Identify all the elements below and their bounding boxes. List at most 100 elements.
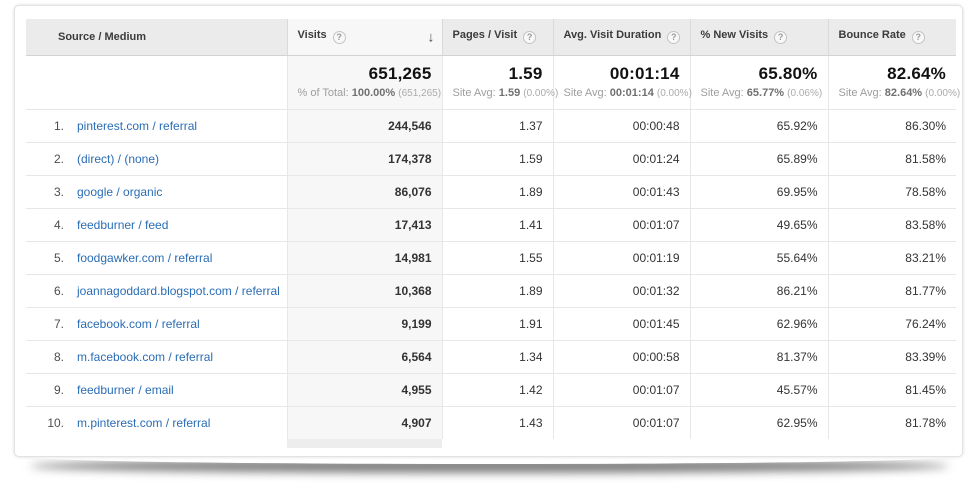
help-icon[interactable]: ? xyxy=(523,31,537,45)
bounce-rate-cell: 83.21% xyxy=(827,240,956,274)
sort-descending-icon[interactable]: ↓ xyxy=(427,28,435,45)
summary-pages-cell: 1.59 Site Avg: 1.59 (0.00%) xyxy=(441,55,559,109)
source-medium-cell: 9. feedburner / email xyxy=(26,372,287,406)
column-header-label: Avg. Visit Duration xyxy=(563,29,662,42)
source-medium-link[interactable]: feedburner / email xyxy=(77,382,174,397)
bounce-rate-cell: 83.58% xyxy=(827,207,956,241)
avg-visit-duration-cell: 00:00:58 xyxy=(552,339,690,373)
help-icon[interactable]: ? xyxy=(667,31,681,45)
pages-per-visit-cell: 1.37 xyxy=(441,108,553,142)
bounce-rate-cell: 76.24% xyxy=(827,306,956,340)
table-row: 4. feedburner / feed 17,413 1.41 00:01:07… xyxy=(26,207,956,241)
summary-new-visits-cell: 65.80% Site Avg: 65.77% (0.06%) xyxy=(689,55,828,109)
percent-new-visits-cell: 62.96% xyxy=(689,306,828,340)
avg-visit-duration-cell: 00:00:48 xyxy=(552,108,690,142)
table-row: 3. google / organic 86,076 1.89 00:01:43 … xyxy=(26,174,956,208)
total-duration-subtext: Site Avg: 00:01:14 (0.00%) xyxy=(563,86,692,99)
source-medium-link[interactable]: joannagoddard.blogspot.com / referral xyxy=(77,283,280,298)
percent-new-visits-cell: 55.64% xyxy=(689,240,828,274)
row-rank: 3. xyxy=(53,184,64,199)
source-medium-cell: 4. feedburner / feed xyxy=(26,207,287,241)
column-header-label: Source / Medium xyxy=(58,30,147,43)
avg-visit-duration-cell: 00:01:19 xyxy=(552,240,690,274)
source-medium-cell: 8. m.facebook.com / referral xyxy=(26,339,287,373)
sorted-column-shading xyxy=(287,439,442,448)
table-row: 7. facebook.com / referral 9,199 1.91 00:… xyxy=(26,306,956,340)
avg-visit-duration-cell: 00:01:07 xyxy=(552,372,690,406)
analytics-report-card: Source / Medium Visits? ↓ Pages / Visit?… xyxy=(14,5,963,457)
row-rank: 8. xyxy=(53,349,64,364)
source-medium-link[interactable]: facebook.com / referral xyxy=(77,316,200,331)
bounce-rate-cell: 83.39% xyxy=(827,339,956,373)
pages-per-visit-cell: 1.34 xyxy=(441,339,553,373)
source-medium-cell: 1. pinterest.com / referral xyxy=(26,108,287,142)
avg-visit-duration-cell: 00:01:07 xyxy=(552,207,690,241)
table-row: 9. feedburner / email 4,955 1.42 00:01:07… xyxy=(26,372,956,406)
totals-summary-row: 651,265 % of Total: 100.00% (651,265) 1.… xyxy=(26,55,960,109)
source-medium-link[interactable]: pinterest.com / referral xyxy=(77,118,198,133)
source-medium-link[interactable]: google / organic xyxy=(77,184,163,199)
percent-new-visits-cell: 45.57% xyxy=(689,372,828,406)
help-icon[interactable]: ? xyxy=(332,31,346,45)
column-header-source-medium[interactable]: Source / Medium xyxy=(26,19,287,56)
total-new-visits-subtext: Site Avg: 65.77% (0.06%) xyxy=(700,86,823,99)
pages-per-visit-cell: 1.59 xyxy=(441,141,553,175)
table-row: 5. foodgawker.com / referral 14,981 1.55 … xyxy=(26,240,956,274)
bounce-rate-cell: 81.78% xyxy=(827,405,956,439)
source-medium-link[interactable]: feedburner / feed xyxy=(77,217,169,232)
source-medium-link[interactable]: m.facebook.com / referral xyxy=(77,349,214,364)
source-medium-table: Source / Medium Visits? ↓ Pages / Visit?… xyxy=(26,19,960,439)
visits-cell: 9,199 xyxy=(286,306,442,340)
row-rank: 1. xyxy=(53,118,64,133)
pages-per-visit-cell: 1.89 xyxy=(441,174,553,208)
column-header-pages-per-visit[interactable]: Pages / Visit? xyxy=(441,19,553,56)
avg-visit-duration-cell: 00:01:07 xyxy=(552,405,690,439)
column-header-visits[interactable]: Visits? ↓ xyxy=(286,19,442,56)
help-icon[interactable]: ? xyxy=(911,31,925,45)
summary-visits-cell: 651,265 % of Total: 100.00% (651,265) xyxy=(286,55,442,109)
pages-per-visit-cell: 1.55 xyxy=(441,240,553,274)
source-medium-cell: 3. google / organic xyxy=(26,174,287,208)
row-rank: 10. xyxy=(47,415,64,430)
bounce-rate-cell: 81.58% xyxy=(827,141,956,175)
avg-visit-duration-cell: 00:01:32 xyxy=(552,273,690,307)
visits-cell: 4,955 xyxy=(286,372,442,406)
bounce-rate-cell: 81.77% xyxy=(827,273,956,307)
source-medium-link[interactable]: (direct) / (none) xyxy=(77,151,160,166)
visits-cell: 10,368 xyxy=(286,273,442,307)
summary-source-cell xyxy=(26,55,287,109)
column-header-label: % New Visits xyxy=(700,29,769,42)
source-medium-link[interactable]: foodgawker.com / referral xyxy=(77,250,213,265)
visits-cell: 6,564 xyxy=(286,339,442,373)
source-medium-link[interactable]: m.pinterest.com / referral xyxy=(77,415,211,430)
visits-cell: 244,546 xyxy=(286,108,442,142)
help-icon[interactable]: ? xyxy=(774,31,788,45)
visits-cell: 14,981 xyxy=(286,240,442,274)
total-pages-value: 1.59 xyxy=(508,63,543,83)
total-pages-subtext: Site Avg: 1.59 (0.00%) xyxy=(452,86,559,99)
column-header-label: Bounce Rate xyxy=(838,29,906,42)
column-header-percent-new-visits[interactable]: % New Visits? xyxy=(689,19,828,56)
table-header-row: Source / Medium Visits? ↓ Pages / Visit?… xyxy=(26,19,956,56)
table-row: 10. m.pinterest.com / referral 4,907 1.43… xyxy=(26,405,956,439)
percent-new-visits-cell: 86.21% xyxy=(689,273,828,307)
table-row: 1. pinterest.com / referral 244,546 1.37 … xyxy=(26,108,956,142)
source-medium-cell: 10. m.pinterest.com / referral xyxy=(26,405,287,439)
percent-new-visits-cell: 81.37% xyxy=(689,339,828,373)
table-row: 6. joannagoddard.blogspot.com / referral … xyxy=(26,273,956,307)
row-rank: 2. xyxy=(53,151,64,166)
bounce-rate-cell: 78.58% xyxy=(827,174,956,208)
row-rank: 4. xyxy=(53,217,64,232)
column-header-avg-visit-duration[interactable]: Avg. Visit Duration? xyxy=(552,19,690,56)
source-medium-cell: 7. facebook.com / referral xyxy=(26,306,287,340)
total-bounce-value: 82.64% xyxy=(887,63,946,83)
percent-new-visits-cell: 65.89% xyxy=(689,141,828,175)
avg-visit-duration-cell: 00:01:24 xyxy=(552,141,690,175)
pages-per-visit-cell: 1.91 xyxy=(441,306,553,340)
bounce-rate-cell: 86.30% xyxy=(827,108,956,142)
row-rank: 9. xyxy=(53,382,64,397)
column-header-bounce-rate[interactable]: Bounce Rate? xyxy=(827,19,956,56)
percent-new-visits-cell: 69.95% xyxy=(689,174,828,208)
source-medium-cell: 6. joannagoddard.blogspot.com / referral xyxy=(26,273,287,307)
